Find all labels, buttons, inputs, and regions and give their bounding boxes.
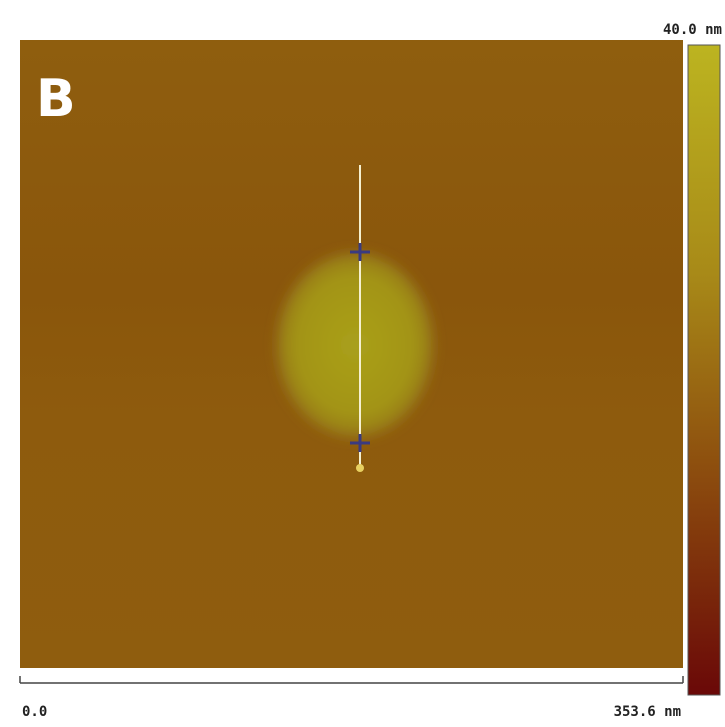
panel-label: B [36,69,76,129]
cursor-marker [350,243,370,261]
particle [277,253,433,437]
scale-start-label: 0.0 [22,704,47,720]
line-end [356,464,364,472]
cursor-marker [350,434,370,452]
scale-end-label: 353.6 nm [614,704,681,720]
colorbar-max-label: 40.0 nm [663,22,722,38]
colorbar [687,44,721,696]
scale-bar [19,676,684,684]
